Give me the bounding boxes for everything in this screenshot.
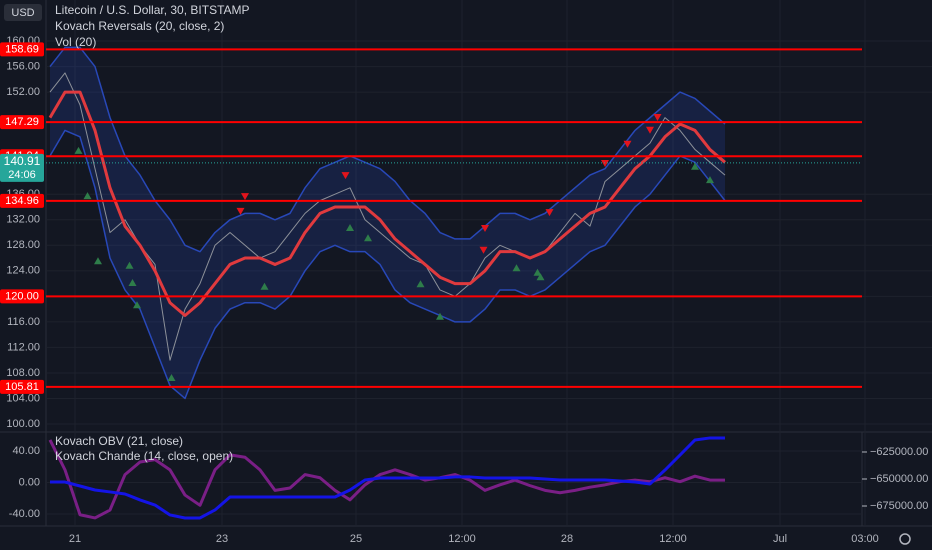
x-tick-label: 03:00 bbox=[851, 533, 879, 545]
y-tick-label: 112.00 bbox=[7, 341, 40, 353]
buy-signal bbox=[533, 268, 542, 276]
y-tick-label: 104.00 bbox=[6, 392, 40, 404]
y2-tick-label: −625000.00 bbox=[870, 446, 928, 458]
sell-signal bbox=[653, 113, 662, 121]
buy-signal bbox=[83, 192, 92, 200]
y-tick-label: 116.00 bbox=[7, 316, 40, 328]
price-line bbox=[49, 72, 726, 361]
buy-signal bbox=[128, 278, 137, 286]
level-label: 147.29 bbox=[5, 116, 39, 128]
x-tick-label: 28 bbox=[561, 533, 573, 545]
buy-signal bbox=[536, 273, 545, 281]
buy-signal bbox=[346, 224, 354, 232]
indicator-legend: Kovach Chande (14, close, open) bbox=[55, 449, 233, 463]
y2-tick-label: −650000.00 bbox=[870, 473, 928, 485]
y-tick-label: 132.00 bbox=[6, 214, 40, 226]
buy-signal bbox=[436, 312, 444, 320]
level-label-box bbox=[0, 193, 44, 208]
y-tick-label: 40.00 bbox=[12, 445, 40, 457]
buy-signal bbox=[125, 261, 134, 269]
y-tick-label: 100.00 bbox=[6, 418, 40, 430]
level-label-box bbox=[0, 379, 44, 394]
y-tick-label: 124.00 bbox=[6, 265, 40, 277]
buy-signal bbox=[364, 234, 372, 242]
indicator-legend: Vol (20) bbox=[55, 35, 96, 49]
x-tick-label: 23 bbox=[216, 533, 228, 545]
level-label: 105.81 bbox=[5, 381, 39, 393]
buy-signal bbox=[416, 280, 425, 288]
level-label: 134.96 bbox=[5, 195, 39, 207]
lower-band bbox=[49, 129, 726, 400]
buy-signal bbox=[512, 264, 521, 272]
buy-signal bbox=[706, 176, 714, 184]
sell-signal bbox=[601, 159, 609, 167]
last-price: 140.91 bbox=[4, 154, 41, 168]
level-label-box bbox=[0, 115, 44, 130]
y-tick-label: 108.00 bbox=[6, 367, 40, 379]
currency-button[interactable] bbox=[4, 4, 42, 21]
band-fill bbox=[50, 47, 725, 399]
x-tick-label: 25 bbox=[350, 533, 362, 545]
y-tick-label: -40.00 bbox=[9, 508, 40, 520]
y-tick-label: 0.00 bbox=[19, 476, 40, 488]
chande-line bbox=[48, 439, 725, 520]
settings-icon[interactable] bbox=[899, 533, 911, 545]
x-tick-label: Jul bbox=[773, 533, 787, 545]
sell-signal bbox=[545, 209, 554, 217]
buy-signal bbox=[74, 146, 83, 154]
buy-signal bbox=[133, 301, 141, 309]
level-label-box bbox=[0, 42, 44, 57]
y-tick-label: 152.00 bbox=[6, 86, 40, 98]
y2-tick-label: −675000.00 bbox=[870, 500, 928, 512]
sell-signal bbox=[479, 246, 488, 254]
upper-band bbox=[49, 46, 726, 253]
last-price-box bbox=[0, 153, 44, 182]
buy-signal bbox=[260, 282, 269, 290]
level-label: 158.69 bbox=[5, 43, 39, 55]
countdown: 24:06 bbox=[8, 169, 36, 181]
x-tick-label: 21 bbox=[69, 533, 81, 545]
currency[interactable]: USD bbox=[11, 7, 34, 19]
x-tick-label: 12:00 bbox=[448, 533, 476, 545]
sell-signal bbox=[236, 207, 245, 215]
sell-signal bbox=[341, 172, 350, 180]
indicator-legend: Kovach OBV (21, close) bbox=[55, 434, 183, 448]
buy-signal bbox=[94, 257, 102, 265]
y-tick-label: 128.00 bbox=[6, 239, 40, 251]
obv-line bbox=[50, 436, 725, 520]
indicator-legend: Kovach Reversals (20, close, 2) bbox=[55, 19, 224, 33]
sell-signal bbox=[241, 193, 249, 201]
symbol-title: Litecoin / U.S. Dollar, 30, BITSTAMP bbox=[55, 3, 250, 17]
x-tick-label: 12:00 bbox=[659, 533, 687, 545]
y-tick-label: 156.00 bbox=[6, 60, 40, 72]
sell-signal bbox=[646, 126, 654, 134]
level-label: 120.00 bbox=[5, 290, 39, 302]
buy-signal bbox=[691, 162, 699, 170]
level-label-box bbox=[0, 289, 44, 304]
basis-line bbox=[48, 90, 726, 317]
sell-signal bbox=[481, 225, 489, 233]
sell-signal bbox=[623, 140, 632, 148]
buy-signal bbox=[167, 374, 176, 382]
